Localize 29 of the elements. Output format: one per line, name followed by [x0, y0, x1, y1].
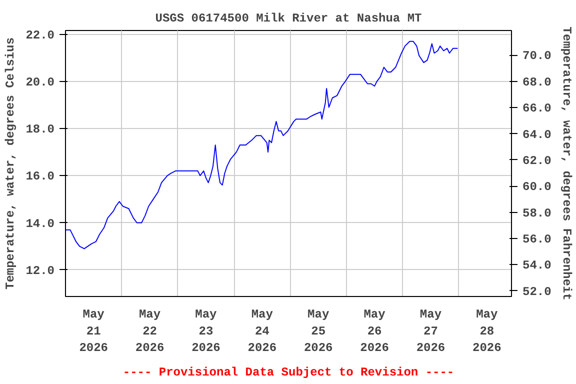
y-tick-label: 14.0	[26, 216, 55, 231]
line-series	[66, 40, 458, 250]
x-tick-label: May 28 2026	[472, 308, 502, 356]
y2-axis-title: Temperature, water, degrees Fahrenheit	[559, 26, 574, 300]
y2-tick-label: 64.0	[522, 128, 552, 142]
chart-title: USGS 06174500 Milk River at Nashua MT	[155, 12, 422, 26]
y2-tick-label: 58.0	[522, 206, 552, 220]
x-tick-label: May 21 2026	[79, 308, 108, 356]
y-tick-label: 20.0	[26, 75, 55, 90]
y-tick-label: 16.0	[26, 170, 55, 184]
x-tick-label: May 25 2026	[304, 308, 333, 356]
y2-tick-label: 70.0	[522, 49, 552, 64]
x-tick-label: May 24 2026	[248, 308, 277, 356]
y2-tick-label: 66.0	[522, 102, 552, 116]
x-tick-label: May 23 2026	[192, 308, 220, 356]
y2-tick-label: 68.0	[522, 75, 552, 90]
text: ---- Provisional Data Subject to Revision ----	[122, 366, 454, 380]
x-tick-label: May 22 2026	[135, 308, 164, 356]
x-tick-label: May 27 2026	[416, 308, 446, 356]
y-tick-label: 12.0	[26, 264, 55, 278]
y-tick-label: 18.0	[26, 122, 55, 137]
y2-tick-label: 62.0	[522, 154, 552, 168]
y-axis-title: Temperature, water, degrees Celsius	[4, 37, 18, 290]
y2-tick-label: 60.0	[522, 180, 552, 194]
y2-tick-label: 54.0	[522, 258, 552, 273]
y-tick-label: 22.0	[26, 28, 55, 42]
y2-tick-label: 56.0	[522, 232, 552, 247]
y2-tick-label: 52.0	[522, 284, 552, 299]
x-tick-label: May 26 2026	[360, 308, 389, 356]
